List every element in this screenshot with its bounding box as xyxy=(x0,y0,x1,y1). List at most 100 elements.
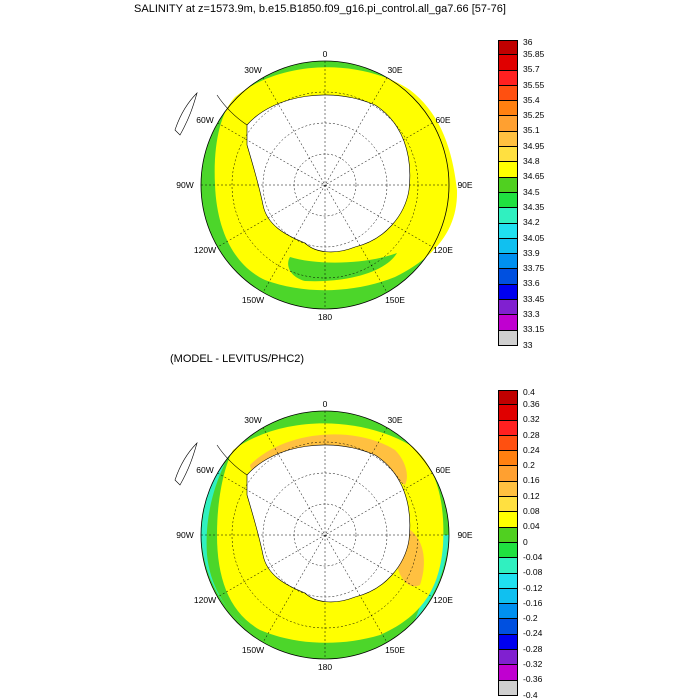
colorbar-row: 35.55 xyxy=(498,70,578,90)
colorbar-row: 0.24 xyxy=(498,435,578,455)
colorbar-swatch xyxy=(498,481,518,498)
panel-2-title: (MODEL - LEVITUS/PHC2) xyxy=(170,353,305,365)
colorbar-row: 34.35 xyxy=(498,192,578,212)
colorbar-row: 0.32 xyxy=(498,405,578,424)
colorbar-row: 35.1 xyxy=(498,116,578,135)
colorbar-label: 35.25 xyxy=(523,110,545,121)
colorbar-label: 33.75 xyxy=(523,263,545,274)
lon-label: 120E xyxy=(433,245,453,255)
colorbar-label: 0.24 xyxy=(523,444,540,455)
colorbar-row: 35.25 xyxy=(498,101,578,120)
colorbar-label: 35.85 xyxy=(523,49,545,59)
colorbar-swatch xyxy=(498,116,518,132)
colorbar-swatch xyxy=(498,315,518,331)
colorbar-label: 35.7 xyxy=(523,64,540,75)
colorbar-row: -0.16 xyxy=(498,588,578,608)
salinity-colorbar: 36 35.85 35.7 35.55 35.4 35.25 35.1 34.95 34.8 34… xyxy=(498,37,578,350)
colorbar-row: 0 xyxy=(498,527,578,547)
difference-colorbar: 0.4 0.36 0.32 0.28 0.24 0.2 0.16 0.12 0.08 0.04 0 -… xyxy=(498,387,578,700)
colorbar-swatch xyxy=(498,497,518,513)
colorbar-swatch xyxy=(498,192,518,209)
colorbar-label: 34.65 xyxy=(523,171,545,182)
antarctic-peninsula xyxy=(216,444,248,476)
colorbar-label: 33 xyxy=(523,339,533,350)
lon-label: 30E xyxy=(387,415,402,425)
colorbar-row: 34.5 xyxy=(498,177,578,197)
colorbar-label: 36 xyxy=(523,37,533,47)
colorbar-label: 33.6 xyxy=(523,278,540,289)
colorbar-swatch xyxy=(498,238,518,255)
colorbar-swatch xyxy=(498,650,518,666)
colorbar-row: 33.15 xyxy=(498,315,578,334)
graticule-meridians xyxy=(201,411,449,659)
colorbar-label: -0.04 xyxy=(523,551,543,562)
colorbar-swatch xyxy=(498,223,518,239)
colorbar-row: 0.2 xyxy=(498,451,578,470)
colorbar-row: 34.05 xyxy=(498,223,578,243)
colorbar-row: 33.9 xyxy=(498,238,578,258)
lon-label: 0 xyxy=(323,399,328,409)
colorbar-label: 35.55 xyxy=(523,79,545,90)
colorbar-swatch xyxy=(498,573,518,589)
lon-label: 180 xyxy=(318,312,332,322)
colorbar-swatch xyxy=(498,604,518,620)
lon-label: 150W xyxy=(242,295,264,305)
colorbar-swatch xyxy=(498,558,518,574)
colorbar-row: 36 35.85 xyxy=(498,37,578,59)
colorbar-row: -0.08 xyxy=(498,558,578,577)
colorbar-swatch xyxy=(498,665,518,681)
colorbar-label: 0 xyxy=(523,536,528,547)
colorbar-swatch xyxy=(498,40,518,56)
colorbar-row: -0.36 xyxy=(498,665,578,684)
colorbar-label: 34.35 xyxy=(523,201,545,212)
colorbar-swatch xyxy=(498,435,518,452)
lon-label: 180 xyxy=(318,662,332,672)
longitude-labels: 0 30E 60E 90E 120E 150E 180 150W 120W 90… xyxy=(176,49,473,322)
graticule-meridians xyxy=(201,61,449,309)
lon-label: 120W xyxy=(194,595,216,605)
colorbar-swatch xyxy=(498,619,518,635)
colorbar-swatch xyxy=(498,451,518,467)
colorbar-label: -0.36 xyxy=(523,674,543,685)
lon-label: 120W xyxy=(194,245,216,255)
lon-label: 30E xyxy=(387,65,402,75)
lon-label: 90E xyxy=(457,180,472,190)
lon-label: 90W xyxy=(176,180,193,190)
colorbar-row: 34.65 xyxy=(498,162,578,181)
colorbar-label: -0.32 xyxy=(523,659,543,670)
colorbar-swatch xyxy=(498,269,518,285)
colorbar-row: 0.08 xyxy=(498,497,578,516)
colorbar-row: 33 xyxy=(498,330,578,350)
colorbar-label: -0.28 xyxy=(523,643,543,654)
colorbar-swatch xyxy=(498,177,518,193)
colorbar-row: 35.7 xyxy=(498,55,578,74)
lon-label: 150E xyxy=(385,645,405,655)
colorbar-swatch xyxy=(498,634,518,651)
colorbar-row: 0.16 xyxy=(498,466,578,485)
colorbar-label: 35.1 xyxy=(523,125,540,136)
panel-1-title: SALINITY at z=1573.9m, b.e15.B1850.f09_g… xyxy=(134,3,506,15)
colorbar-label: 0.36 xyxy=(523,399,540,409)
colorbar-row: 35.4 xyxy=(498,85,578,105)
salinity-difference-polar-map: 0 30E 60E 90E 120E 150E 180 150W 120W 90… xyxy=(160,370,490,700)
colorbar-label: 0.2 xyxy=(523,460,535,471)
south-america-coast xyxy=(174,441,198,486)
colorbar-row: 33.3 xyxy=(498,300,578,319)
colorbar-label: 0.4 xyxy=(523,387,535,397)
colorbar-swatch xyxy=(498,208,518,224)
colorbar-label: 0.16 xyxy=(523,475,540,486)
lon-label: 30W xyxy=(244,415,261,425)
colorbar-label: 0.04 xyxy=(523,521,540,532)
colorbar-swatch xyxy=(498,405,518,421)
colorbar-row: -0.4 xyxy=(498,680,578,700)
colorbar-swatch xyxy=(498,527,518,543)
colorbar-label: 34.95 xyxy=(523,140,545,151)
colorbar-swatch xyxy=(498,466,518,482)
lon-label: 0 xyxy=(323,49,328,59)
longitude-labels: 0 30E 60E 90E 120E 150E 180 150W 120W 90… xyxy=(176,399,473,672)
lon-label: 150E xyxy=(385,295,405,305)
antarctic-peninsula xyxy=(216,94,248,126)
salinity-band-green-intrusion xyxy=(288,253,397,282)
colorbar-label: 0.08 xyxy=(523,506,540,517)
colorbar-swatch xyxy=(498,284,518,301)
